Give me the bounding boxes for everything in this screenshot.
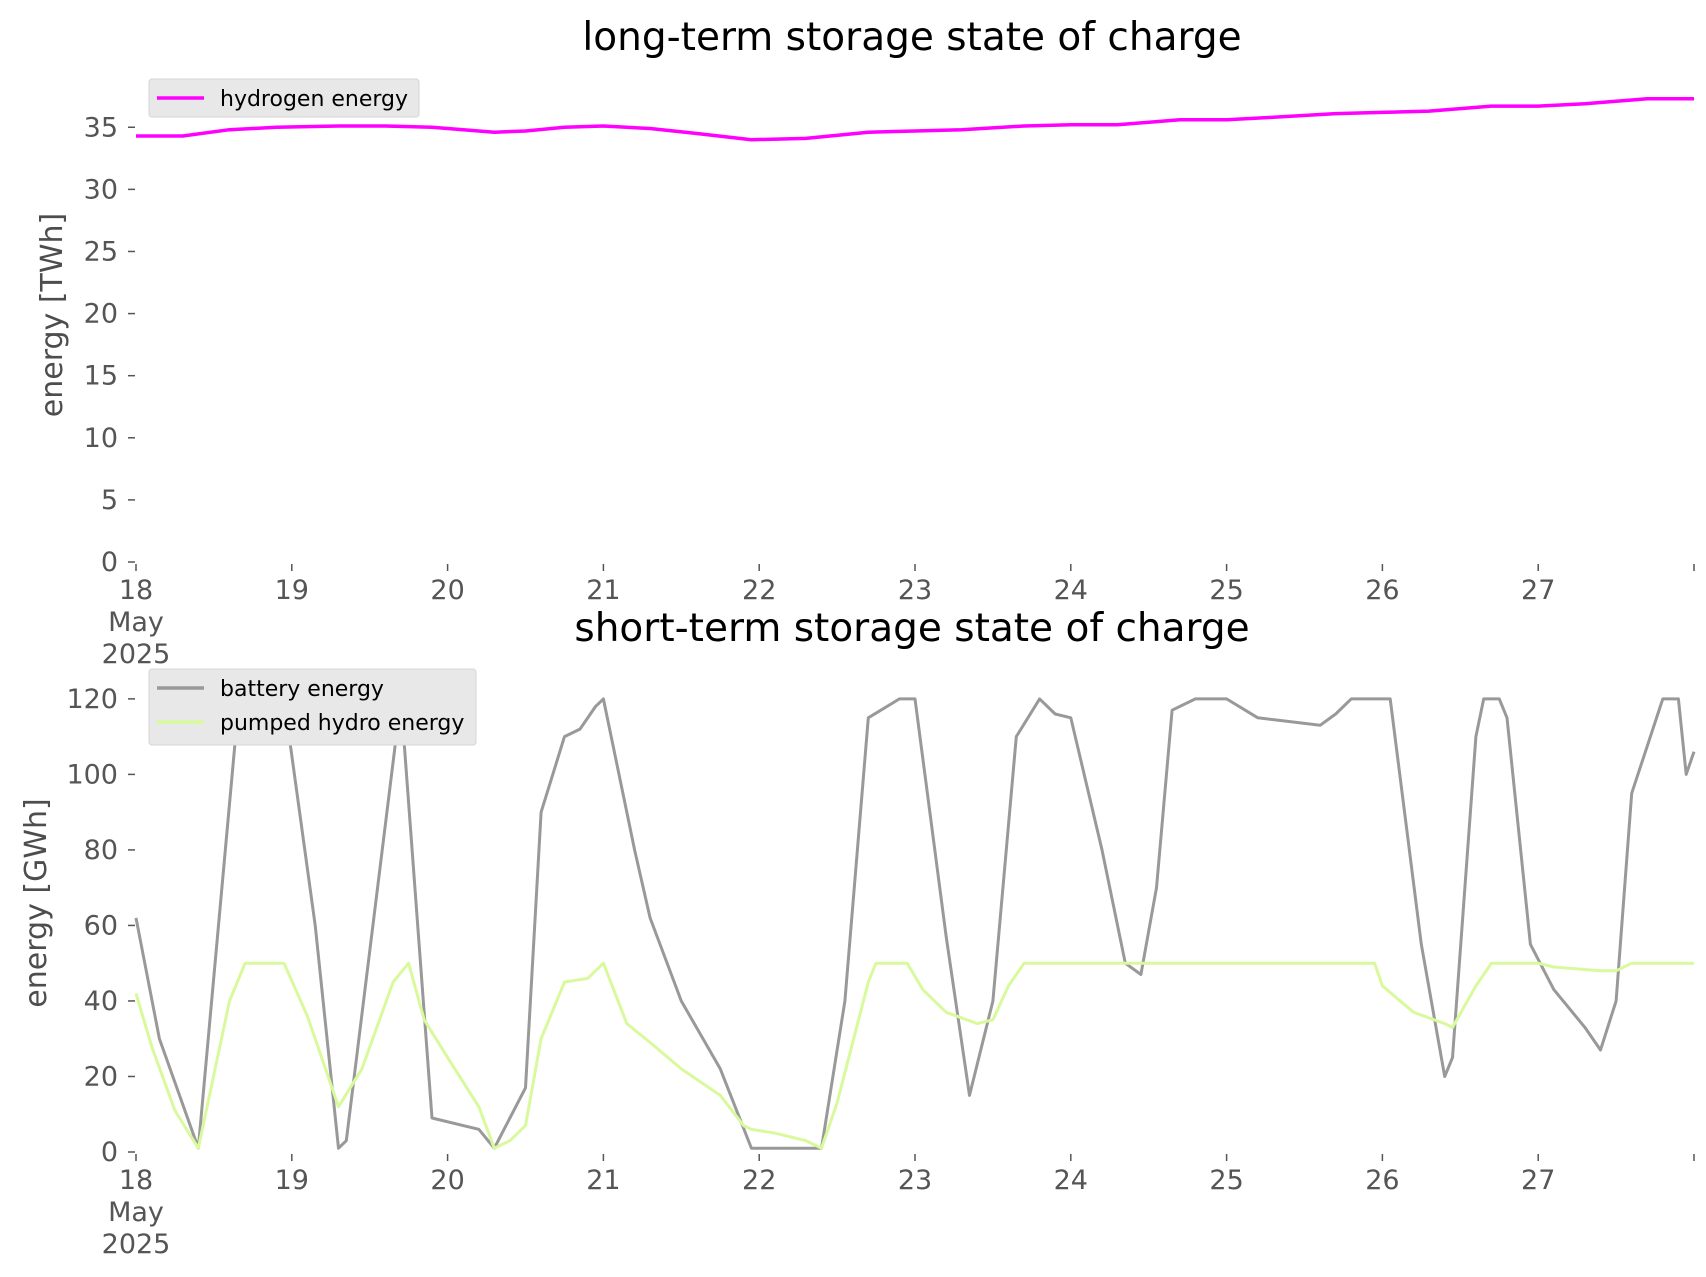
y-tick-label: 120 — [66, 684, 118, 715]
y-ticks: 0 20 40 60 80 100 120 — [66, 684, 135, 1168]
y-tick-label: 80 — [84, 835, 118, 866]
x-tick-label: 21 — [586, 1165, 620, 1196]
y-tick-label: 60 — [84, 910, 118, 941]
legend-box — [148, 78, 420, 118]
y-tick-label: 40 — [84, 986, 118, 1017]
series-line-hydrogen-energy — [136, 96, 1694, 142]
x-tick-label: 18 May 2025 — [102, 1165, 171, 1260]
chart-short-term: short-term storage state of charge energ… — [19, 606, 1696, 1260]
x-tick-label: 20 — [430, 1165, 464, 1196]
y-tick-label: 20 — [84, 299, 118, 330]
x-tick-label: 25 — [1209, 1165, 1243, 1196]
x-ticks: 18 May 2025 19 20 21 22 23 24 25 26 27 — [102, 1154, 1695, 1260]
chart-long-term: long-term storage state of charge energy… — [35, 15, 1695, 670]
x-tick-label: 22 — [742, 1165, 776, 1196]
x-tick-label: 20 — [430, 575, 464, 606]
y-tick-label: 0 — [101, 547, 118, 578]
x-tick-label: 24 — [1054, 575, 1088, 606]
y-axis-label: energy [GWh] — [19, 798, 54, 1007]
x-tick-label: 27 — [1521, 575, 1555, 606]
x-tick-label: 25 — [1209, 575, 1243, 606]
x-tick-label: 23 — [898, 575, 932, 606]
y-tick-label: 10 — [84, 423, 118, 454]
x-tick-label: 27 — [1521, 1165, 1555, 1196]
series-line-battery-energy — [134, 697, 1696, 1150]
y-tick-label: 30 — [84, 174, 118, 205]
y-axis-label: energy [TWh] — [35, 213, 70, 417]
y-tick-label: 5 — [101, 485, 118, 516]
series-group — [134, 697, 1696, 1150]
series-line-pumped-hydro-energy — [134, 961, 1694, 1150]
legend: hydrogen energy — [148, 78, 420, 118]
x-tick-label: 19 — [275, 575, 309, 606]
y-ticks: 0 5 10 15 20 25 30 35 — [84, 112, 135, 578]
y-tick-label: 15 — [84, 361, 118, 392]
legend-label: pumped hydro energy — [220, 711, 464, 736]
chart-title: short-term storage state of charge — [574, 606, 1249, 651]
legend-label: hydrogen energy — [220, 87, 408, 112]
legend: battery energy pumped hydro energy — [148, 668, 477, 746]
y-tick-label: 20 — [84, 1061, 118, 1092]
y-tick-label: 0 — [101, 1137, 118, 1168]
y-tick-label: 35 — [84, 112, 118, 143]
y-tick-label: 100 — [66, 759, 118, 790]
x-tick-label: 24 — [1054, 1165, 1088, 1196]
x-ticks: 18 May 2025 19 20 21 22 23 24 25 26 27 — [102, 564, 1695, 670]
x-tick-label: 22 — [742, 575, 776, 606]
legend-box — [148, 668, 477, 746]
x-tick-label: 23 — [898, 1165, 932, 1196]
x-tick-label: 26 — [1365, 575, 1399, 606]
x-tick-label: 26 — [1365, 1165, 1399, 1196]
x-tick-label: 21 — [586, 575, 620, 606]
x-tick-label: 18 May 2025 — [102, 575, 171, 670]
chart-title: long-term storage state of charge — [582, 15, 1241, 60]
series-group — [136, 96, 1694, 142]
legend-label: battery energy — [220, 677, 384, 702]
y-tick-label: 25 — [84, 236, 118, 267]
x-tick-label: 19 — [275, 1165, 309, 1196]
